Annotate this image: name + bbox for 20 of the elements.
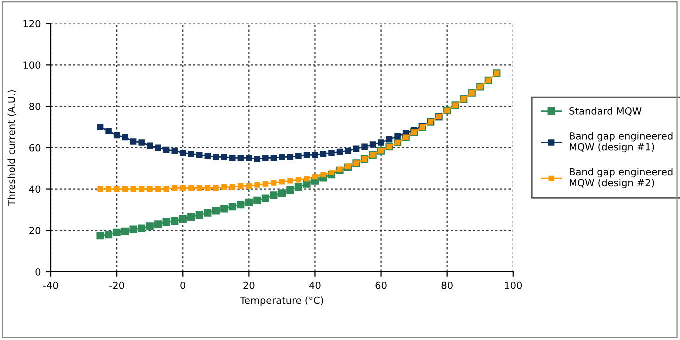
y-tick-label: 0 xyxy=(36,268,41,276)
y-axis-title: Threshold current (A.U.) xyxy=(8,90,16,206)
y-tick-label: 40 xyxy=(29,186,41,194)
x-tick-label: 0 xyxy=(180,282,186,290)
x-tick-label: 20 xyxy=(244,282,255,290)
y-tick-label: 20 xyxy=(30,227,41,234)
x-tick-label: 40 xyxy=(310,282,321,290)
x-tick-label: -40 xyxy=(44,282,58,290)
y-tick-label: 60 xyxy=(30,144,41,152)
y-tick-label: 120 xyxy=(24,20,41,28)
x-tick-label: 100 xyxy=(505,282,522,290)
legend-label: Standard MQW xyxy=(570,107,642,116)
legend-label: Band gap engineered MQW (design #1) xyxy=(570,132,673,153)
x-tick-label: 60 xyxy=(376,282,387,290)
y-tick-label: 100 xyxy=(24,62,41,69)
x-axis-title: Temperature (°C) xyxy=(240,296,324,306)
x-tick-label: -20 xyxy=(110,282,124,290)
x-tick-label: 80 xyxy=(442,282,453,290)
y-tick-label: 80 xyxy=(30,103,41,110)
legend-label: Band gap engineered MQW (design #2) xyxy=(570,168,673,188)
